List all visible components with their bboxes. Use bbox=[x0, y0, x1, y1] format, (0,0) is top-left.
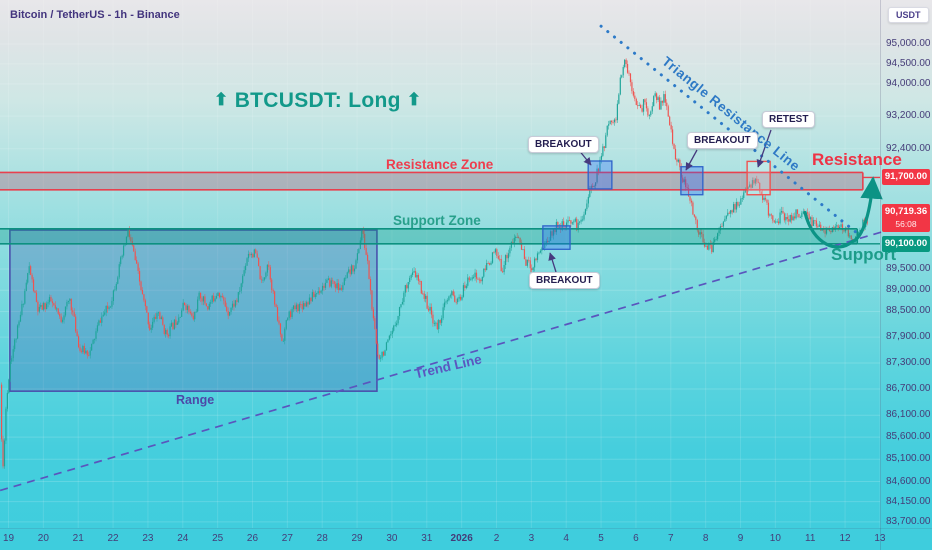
time-axis-label: 10 bbox=[769, 533, 781, 544]
time-axis-label: 28 bbox=[316, 533, 328, 544]
price-axis-label: 94,500.00 bbox=[886, 57, 931, 69]
support-label[interactable]: Support bbox=[831, 245, 897, 264]
time-axis-label: 4 bbox=[563, 533, 569, 544]
time-axis-label: 11 bbox=[805, 533, 816, 544]
time-axis-label: 27 bbox=[281, 533, 293, 544]
bar-countdown: 56:08 bbox=[895, 219, 917, 230]
time-axis-label: 9 bbox=[737, 533, 744, 544]
price-axis-label: 84,600.00 bbox=[886, 475, 931, 487]
time-axis-label: 23 bbox=[142, 533, 154, 544]
price-axis-label: 93,200.00 bbox=[886, 110, 931, 122]
time-axis-label: 20 bbox=[37, 533, 49, 544]
trade-idea-text: BTCUSDT: Long bbox=[234, 89, 401, 112]
price-axis-label: 94,000.00 bbox=[886, 77, 931, 89]
time-axis-label: 12 bbox=[839, 533, 851, 544]
currency-toggle-button[interactable]: USDT bbox=[888, 7, 929, 23]
up-arrow-icon: ⬆ bbox=[406, 90, 422, 109]
time-axis-label: 6 bbox=[633, 533, 639, 544]
price-axis-label: 88,500.00 bbox=[886, 305, 931, 317]
time-axis-label: 5 bbox=[598, 533, 604, 544]
time-axis-label: 31 bbox=[421, 533, 433, 544]
retest-chip[interactable]: RETEST bbox=[762, 111, 816, 128]
grid-lines bbox=[0, 0, 881, 528]
up-arrow-icon: ⬆ bbox=[214, 90, 229, 109]
time-axis-label: 30 bbox=[386, 533, 398, 544]
breakout-chip-3[interactable]: BREAKOUT bbox=[687, 132, 758, 149]
swing-arrow[interactable] bbox=[803, 176, 883, 249]
breakout-chip-2[interactable]: BREAKOUT bbox=[528, 136, 599, 153]
price-axis-label: 87,300.00 bbox=[886, 356, 931, 368]
time-axis-label: 2026 bbox=[450, 533, 473, 544]
price-axis-label: 89,500.00 bbox=[886, 263, 931, 275]
symbol-title[interactable]: Bitcoin / TetherUS - 1h - Binance bbox=[10, 9, 180, 21]
current-price-badge: 90,719.36 56:08 bbox=[882, 204, 930, 233]
time-axis-label: 22 bbox=[107, 533, 119, 544]
breakout-chip-1[interactable]: BREAKOUT bbox=[529, 272, 600, 289]
price-axis-label: 87,900.00 bbox=[886, 331, 931, 343]
time-axis-label: 25 bbox=[212, 533, 224, 544]
price-axis-label: 84,150.00 bbox=[886, 495, 931, 507]
price-axis-label: 95,000.00 bbox=[886, 38, 931, 49]
price-axis-label: 85,100.00 bbox=[886, 453, 931, 465]
resistance-price-badge: 91,700.00 bbox=[882, 169, 930, 186]
trend-and-triangle-lines[interactable] bbox=[0, 24, 910, 492]
time-axis-label: 19 bbox=[2, 533, 15, 544]
breakout-retest-boxes[interactable] bbox=[542, 160, 771, 250]
time-axis-label: 7 bbox=[668, 533, 674, 544]
candles bbox=[0, 58, 868, 469]
time-axis-label: 3 bbox=[528, 533, 535, 544]
current-price-value: 90,719.36 bbox=[884, 206, 928, 218]
price-axis-label: 86,100.00 bbox=[886, 409, 931, 421]
price-axis-label: 85,600.00 bbox=[886, 431, 931, 443]
support-price-badge: 90,100.00 bbox=[882, 235, 930, 252]
price-axis-label: 89,000.00 bbox=[886, 284, 931, 296]
resistance-label[interactable]: Resistance bbox=[812, 150, 902, 169]
time-axis-label: 2 bbox=[493, 533, 500, 544]
time-axis-label: 13 bbox=[874, 533, 886, 544]
price-axis-label: 86,700.00 bbox=[886, 382, 931, 394]
time-axis-label: 29 bbox=[351, 533, 363, 544]
time-axis-label: 21 bbox=[72, 533, 84, 544]
range-label[interactable]: Range bbox=[176, 393, 215, 407]
price-axis-label: 92,400.00 bbox=[886, 142, 931, 154]
resistance-zone-label[interactable]: Resistance Zone bbox=[386, 157, 494, 172]
price-axis-label: 83,700.00 bbox=[886, 515, 931, 527]
time-axis-label: 24 bbox=[177, 533, 189, 544]
support-zone-label[interactable]: Support Zone bbox=[393, 213, 481, 228]
time-axis-label: 26 bbox=[246, 533, 259, 544]
trade-idea-label[interactable]: ⬆ BTCUSDT: Long ⬆ bbox=[214, 89, 421, 113]
time-axis-label: 8 bbox=[702, 533, 709, 544]
support-resistance-zones[interactable] bbox=[0, 171, 882, 245]
